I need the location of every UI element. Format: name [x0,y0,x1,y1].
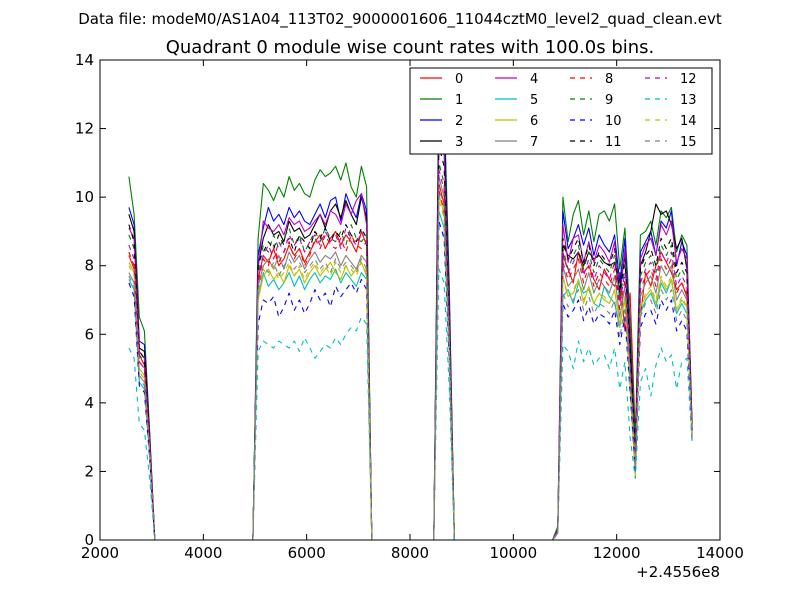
x-tick-label: 14000 [696,544,744,562]
legend-label-8: 8 [605,72,613,87]
series-line-14 [433,200,455,540]
series-line-7 [552,265,693,540]
legend-label-5: 5 [530,93,538,108]
series-line-6 [252,261,373,540]
ticks-layer: 2000 4000 6000 8000 10000 12000 14000024681012… [75,51,744,562]
legend-label-6: 6 [530,114,538,129]
series-line-15 [552,289,693,540]
series-line-10 [252,278,373,540]
series-line-10 [128,282,156,540]
series-line-9 [252,224,373,540]
legend-label-1: 1 [455,93,463,108]
x-tick-label: 12000 [593,544,641,562]
x-tick-label: 4000 [184,544,222,562]
series-line-15 [252,258,373,540]
x-offset-label: +2.4556e8 [636,563,720,581]
series-line-7 [252,251,373,540]
legend-label-13: 13 [680,93,697,108]
x-tick-label: 10000 [489,544,537,562]
legend-frame [409,67,713,155]
legend-label-11: 11 [605,135,622,150]
x-tick-label: 8000 [391,544,429,562]
series-line-8 [552,258,693,540]
series-line-5 [252,268,373,540]
series-line-1 [552,196,693,540]
y-tick-label: 8 [84,257,94,275]
series-line-2 [252,193,373,540]
x-tick-label: 2000 [81,544,119,562]
series-line-13 [128,347,156,540]
series-line-9 [128,234,156,540]
legend-label-14: 14 [680,114,697,129]
legend-label-4: 4 [530,72,538,87]
series-line-13 [433,268,455,540]
series-line-14 [552,275,693,540]
chart-title: Quadrant 0 module wise count rates with … [166,37,655,58]
series-line-8 [252,234,373,540]
series-line-12 [128,244,156,540]
series-line-3 [252,196,373,540]
y-tick-label: 4 [84,394,94,412]
series-layer [128,80,693,540]
legend-label-10: 10 [605,114,622,129]
y-tick-label: 10 [75,188,94,206]
y-tick-label: 12 [75,120,94,138]
legend-label-0: 0 [455,72,463,87]
series-line-8 [128,251,156,540]
y-tick-label: 2 [84,462,94,480]
series-line-11 [252,224,373,540]
series-line-2 [552,210,693,540]
legend-label-12: 12 [680,72,697,87]
series-line-12 [552,251,693,540]
plot-area: 2000 4000 6000 8000 10000 12000 14000024681012… [75,51,744,581]
figure-suptitle: Data file: modeM0/AS1A04_113T02_90000016… [78,10,722,29]
series-line-4 [252,193,373,540]
series-line-14 [252,261,373,540]
x-tick-label: 6000 [288,544,326,562]
series-line-1 [252,162,373,540]
y-tick-label: 0 [84,531,94,549]
legend-label-7: 7 [530,135,538,150]
series-line-15 [433,186,455,540]
series-line-13 [252,316,373,540]
series-line-13 [552,340,693,540]
legend-label-15: 15 [680,135,697,150]
axes-frame [99,59,721,541]
series-line-11 [552,237,693,540]
series-line-6 [552,275,693,540]
series-line-9 [552,244,693,540]
series-line-11 [128,224,156,540]
legend-label-3: 3 [455,135,463,150]
y-tick-label: 14 [75,51,94,69]
legend-label-9: 9 [605,93,613,108]
y-tick-label: 6 [84,325,94,343]
legend-label-2: 2 [455,114,463,129]
